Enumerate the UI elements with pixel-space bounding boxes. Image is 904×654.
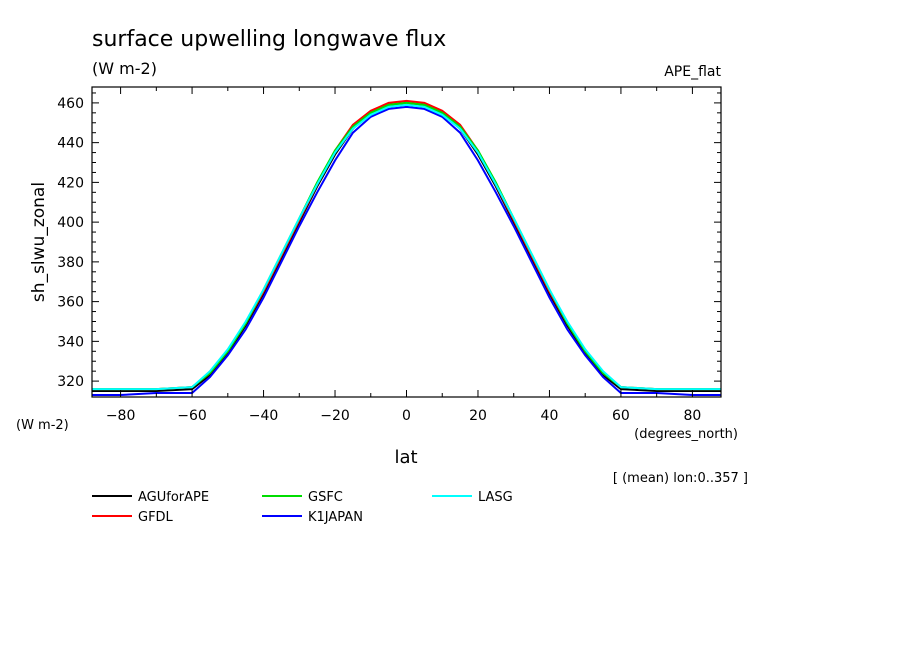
y-tick-label: 340 <box>57 334 84 350</box>
legend-label-aguforape: AGUforAPE <box>138 490 209 505</box>
experiment-label: APE_flat <box>664 64 721 80</box>
chart-units: (W m-2) <box>92 59 157 78</box>
y-tick-label: 320 <box>57 374 84 390</box>
x-tick-label: 40 <box>541 408 559 424</box>
legend-label-gfdl: GFDL <box>138 510 174 525</box>
x-axis-units: (degrees_north) <box>634 427 738 442</box>
series-line-k1japan <box>92 105 721 396</box>
series-lines <box>92 99 721 396</box>
y-tick-label: 380 <box>57 255 84 271</box>
x-tick-label: −60 <box>177 408 207 424</box>
plot-area: −80 −60 −40 −20 0 20 40 60 80 320 340 360 380 400 420 4… <box>57 86 722 424</box>
x-tick-label: 80 <box>683 408 701 424</box>
y-axis-units: (W m-2) <box>16 418 69 433</box>
mean-note: [ (mean) lon:0..357 ] <box>613 471 748 486</box>
x-tick-label: 60 <box>612 408 630 424</box>
x-tick-label: 0 <box>402 408 411 424</box>
x-axis-label: lat <box>394 447 417 468</box>
y-tick-label: 400 <box>57 215 84 231</box>
series-line-gfdl <box>92 99 721 391</box>
x-tick-label: 20 <box>469 408 487 424</box>
plot-frame <box>91 86 722 398</box>
legend-label-gsfc: GSFC <box>308 490 343 505</box>
chart-title: surface upwelling longwave flux <box>92 27 446 52</box>
series-line-aguforape <box>92 101 721 392</box>
x-tick-label: −20 <box>320 408 350 424</box>
legend-label-lasg: LASG <box>478 490 513 505</box>
y-tick-label: 440 <box>57 136 84 152</box>
series-line-gsfc <box>92 101 721 391</box>
legend: AGUforAPE GFDL GSFC K1JAPAN LASG <box>92 490 513 525</box>
y-axis-label: sh_slwu_zonal <box>29 182 49 302</box>
legend-label-k1japan: K1JAPAN <box>308 510 363 525</box>
y-tick-label: 460 <box>57 96 84 112</box>
series-line-lasg <box>92 103 721 391</box>
y-tick-label: 360 <box>57 295 84 311</box>
x-tick-label: −80 <box>106 408 136 424</box>
x-tick-label: −40 <box>249 408 279 424</box>
y-tick-label: 420 <box>57 175 84 191</box>
